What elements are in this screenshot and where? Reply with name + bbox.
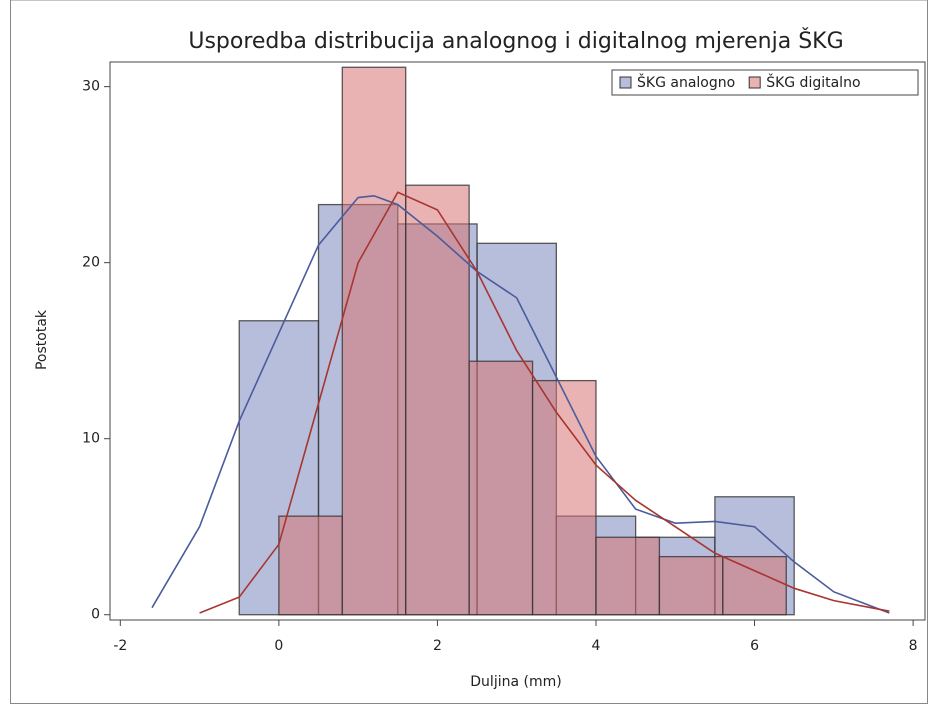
histogram-bar [278, 515, 343, 616]
legend-label: ŠKG digitalno [766, 73, 860, 91]
histogram-bar [658, 555, 724, 616]
histogram-bar [595, 536, 661, 616]
histogram-bar [405, 184, 470, 616]
histogram-bar [468, 360, 534, 616]
x-axis-label: Duljina (mm) [470, 674, 561, 690]
legend-swatch [748, 76, 761, 89]
legend-swatch [619, 76, 632, 89]
density-curve [151, 194, 890, 614]
x-tick-label: 4 [592, 638, 601, 654]
y-axis-label: Postotak [34, 309, 50, 370]
legend-label: ŠKG analogno [637, 73, 735, 91]
x-tick-label: 6 [750, 638, 759, 654]
y-tick-label: 0 [91, 607, 100, 623]
histogram-bar [531, 379, 597, 616]
plot-frame [109, 61, 926, 621]
y-tick-label: 20 [82, 255, 100, 271]
y-tick-label: 10 [82, 431, 100, 447]
x-tick-label: 8 [909, 638, 918, 654]
legend-box [611, 69, 919, 96]
y-tick-label: 30 [82, 79, 100, 95]
chart-title: Usporedba distribucija analognog i digit… [188, 28, 843, 54]
histogram-bar [341, 66, 407, 616]
x-tick-label: 0 [274, 638, 283, 654]
density-curve [199, 191, 890, 614]
x-tick-label: -2 [113, 638, 127, 654]
histogram-bar [722, 555, 787, 616]
x-tick-label: 2 [433, 638, 442, 654]
